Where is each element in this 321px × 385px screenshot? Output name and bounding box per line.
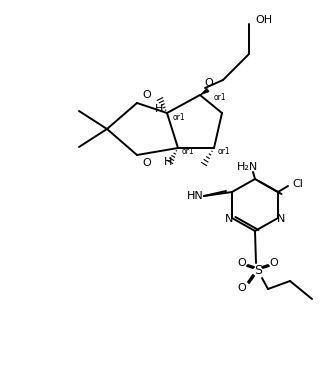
Text: N: N [277,214,285,224]
Text: HN: HN [187,191,204,201]
Text: O: O [204,78,213,88]
Text: O: O [270,258,278,268]
Text: or1: or1 [218,147,230,156]
Text: or1: or1 [182,147,195,156]
Text: OH: OH [255,15,272,25]
Polygon shape [200,88,209,95]
Text: H: H [164,157,172,167]
Text: O: O [238,283,247,293]
Text: S: S [254,264,262,278]
Text: Cl: Cl [292,179,303,189]
Text: N: N [225,214,233,224]
Text: H₂N: H₂N [237,162,259,172]
Text: or1: or1 [173,114,186,122]
Text: or1: or1 [214,94,227,102]
Text: O: O [238,258,247,268]
Text: H: H [155,104,163,114]
Text: O: O [142,158,151,168]
Text: O: O [142,90,151,100]
